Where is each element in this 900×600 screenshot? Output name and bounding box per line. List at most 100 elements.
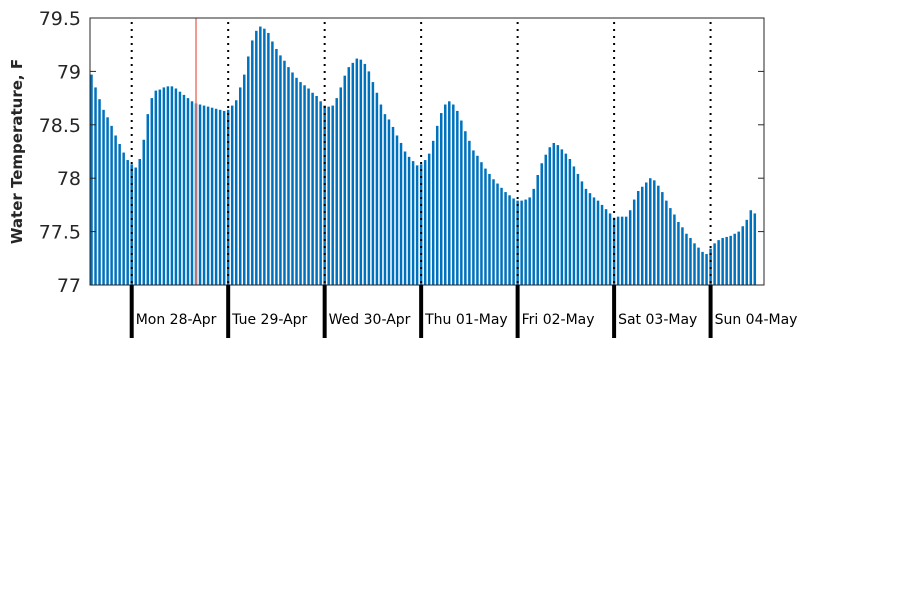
temperature-bar (685, 233, 688, 285)
temperature-bar (439, 113, 443, 285)
x-axis-day-labels: Mon 28-Apr Tue 29-Apr Wed 30-Apr Thu 01-May… (136, 312, 798, 328)
temperature-bar (640, 186, 644, 285)
midnight-dotted-lines (130, 22, 712, 285)
day-label: Thu 01-May (424, 312, 508, 328)
temperature-bar (632, 199, 636, 285)
temperature-bar (122, 152, 125, 285)
temperature-bar (705, 254, 708, 285)
temperature-bar (753, 213, 757, 285)
temperature-bar (303, 85, 306, 285)
temperature-bar (435, 125, 439, 286)
temperature-bar (186, 98, 190, 285)
temperature-bar (403, 151, 407, 285)
temperature-bar (367, 71, 371, 286)
temperature-bar (484, 168, 487, 285)
temperature-bar (636, 191, 640, 285)
temperature-bar (677, 221, 680, 285)
temperature-bar (725, 236, 728, 285)
temperature-bar (399, 142, 403, 285)
temperature-bar (130, 164, 133, 285)
temperature-bar (371, 82, 375, 285)
temperature-bar (612, 217, 616, 285)
temperature-bar (407, 156, 411, 285)
y-tick-label: 79 (57, 61, 81, 83)
temperature-bar (572, 166, 576, 285)
temperature-bar (689, 238, 692, 285)
temperature-bar (468, 140, 471, 285)
temperature-bar (142, 139, 146, 285)
temperature-bar (243, 74, 246, 285)
temperature-bar (395, 135, 399, 285)
temperature-bar (311, 92, 314, 285)
temperature-bar (102, 109, 105, 285)
temperature-bar (166, 86, 170, 285)
day-label: Fri 02-May (522, 312, 595, 328)
temperature-bar (661, 192, 664, 285)
temperature-bar (162, 87, 166, 285)
temperature-bar (283, 60, 286, 285)
temperature-bar (504, 192, 507, 285)
day-label: Tue 29-Apr (231, 312, 307, 328)
temperature-bar (275, 48, 278, 285)
temperature-bar (383, 114, 387, 286)
temperature-bar (588, 193, 592, 285)
temperature-bar (110, 125, 113, 286)
temperature-bar (649, 178, 652, 285)
temperature-bar (556, 145, 560, 285)
temperature-bar (190, 101, 194, 285)
temperature-bar (335, 98, 338, 285)
temperature-bar (544, 154, 548, 285)
temperature-bar (230, 105, 234, 285)
temperature-bar (584, 188, 588, 285)
temperature-bar (90, 74, 93, 285)
temperature-bar (592, 197, 596, 285)
temperature-bar (234, 100, 238, 286)
temperature-bar (387, 119, 391, 286)
temperature-bar (170, 86, 174, 285)
temperature-bar (620, 216, 624, 285)
temperature-bar (263, 28, 266, 286)
temperature-bar (343, 75, 347, 285)
temperature-bar (351, 62, 355, 285)
temperature-bar (182, 94, 186, 286)
y-axis-label: Water Temperature, F (8, 59, 26, 244)
temperature-bar (411, 161, 415, 285)
y-tick-label: 78.5 (39, 115, 81, 137)
temperature-bar (375, 92, 379, 285)
temperature-bar (126, 160, 129, 285)
temperature-bar (596, 200, 600, 285)
temperature-bar (697, 247, 700, 285)
temperature-bar (431, 140, 435, 285)
temperature-bar (355, 58, 359, 285)
temperature-bar (106, 117, 109, 285)
temperature-bar (608, 213, 612, 285)
temperature-bar (536, 175, 539, 285)
temperature-bar (741, 226, 744, 285)
temperature-bar (359, 59, 363, 286)
temperature-bar (259, 26, 262, 285)
temperature-bar (198, 104, 202, 285)
temperature-bar (665, 200, 668, 285)
temperature-bar (564, 153, 568, 285)
temperature-bar (500, 187, 503, 285)
temperature-bar (492, 179, 495, 285)
temperature-bar (391, 126, 395, 285)
temperature-bar (327, 106, 330, 285)
y-tick-label: 77.5 (39, 222, 81, 244)
temperature-bar (540, 163, 543, 285)
temperature-bar (218, 109, 222, 285)
temperature-bar (528, 197, 531, 285)
temperature-bar (464, 131, 467, 285)
temperature-bar (299, 82, 302, 285)
temperature-bar (729, 235, 732, 285)
temperature-bar (379, 104, 383, 285)
temperature-bar (560, 149, 564, 285)
temperature-bar (444, 104, 447, 285)
temperature-bar (279, 55, 282, 285)
day-label: Wed 30-Apr (329, 312, 411, 328)
temperature-bar (693, 243, 696, 285)
temperature-bar (295, 77, 298, 285)
temperature-bar (524, 199, 527, 285)
